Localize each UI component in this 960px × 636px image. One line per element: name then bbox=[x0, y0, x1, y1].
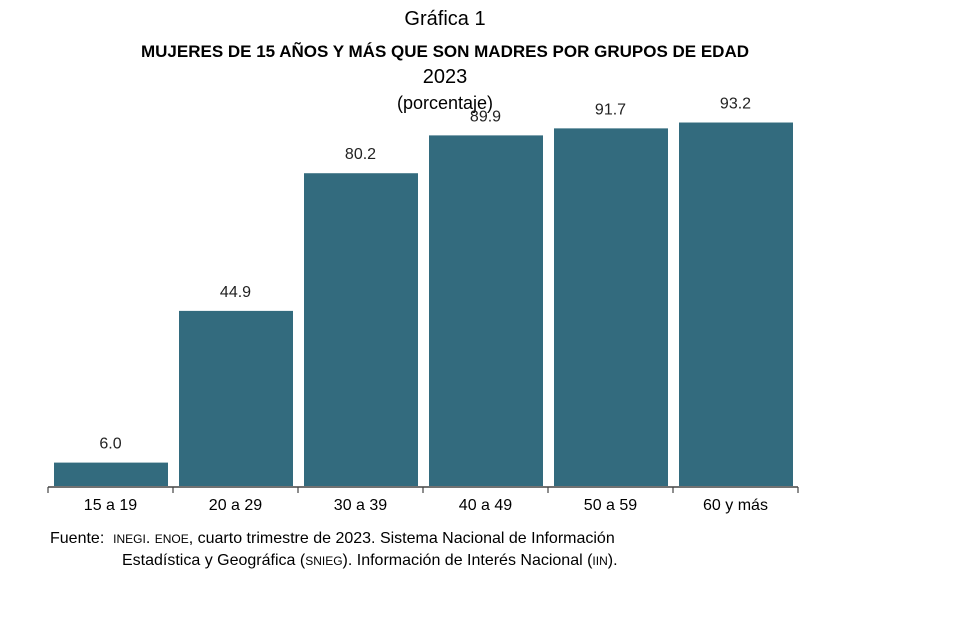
x-tick-label: 60 y más bbox=[703, 497, 768, 514]
chart-unit: (porcentaje) bbox=[396, 93, 494, 113]
bar bbox=[429, 135, 543, 486]
data-label: 91.7 bbox=[595, 101, 626, 118]
source-line2-b: ). Información de Interés Nacional ( bbox=[342, 552, 593, 569]
chart-label: Gráfica 1 bbox=[404, 8, 486, 30]
source-survey: ENOE bbox=[154, 532, 189, 546]
source-line1-rest: , cuarto trimestre de 2023. Sistema Naci… bbox=[188, 530, 615, 547]
source-prefix: Fuente: bbox=[50, 530, 105, 547]
source-line-1: Fuente: INEGI. ENOE, cuarto trimestre de… bbox=[50, 530, 615, 548]
source-line-2: Estadística y Geográfica (SNIEG). Inform… bbox=[122, 552, 618, 570]
bar bbox=[54, 462, 168, 486]
x-tick-label: 50 a 59 bbox=[584, 497, 637, 514]
data-label: 6.0 bbox=[99, 436, 121, 453]
data-label: 44.9 bbox=[220, 284, 251, 301]
data-label: 93.2 bbox=[720, 96, 751, 113]
source-sep: . bbox=[145, 530, 155, 547]
x-tick-label: 40 a 49 bbox=[459, 497, 512, 514]
bar bbox=[554, 128, 668, 486]
chart-title: MUJERES DE 15 AÑOS Y MÁS QUE SON MADRES … bbox=[140, 42, 750, 61]
bar bbox=[304, 173, 418, 486]
chart-year: 2023 bbox=[422, 66, 468, 88]
x-tick-label: 15 a 19 bbox=[84, 497, 137, 514]
data-label: 89.9 bbox=[470, 108, 501, 125]
data-label: 80.2 bbox=[345, 146, 376, 163]
bar bbox=[179, 310, 293, 486]
source-line2-a: Estadística y Geográfica ( bbox=[122, 552, 306, 569]
x-tick-label: 20 a 29 bbox=[209, 497, 262, 514]
source-line2-c: ). bbox=[607, 552, 618, 569]
source-iin: IIN bbox=[592, 554, 608, 568]
x-tick-label: 30 a 39 bbox=[334, 497, 387, 514]
source-org: INEGI bbox=[113, 532, 146, 546]
source-snieg: SNIEG bbox=[305, 554, 343, 568]
bar bbox=[679, 122, 793, 487]
